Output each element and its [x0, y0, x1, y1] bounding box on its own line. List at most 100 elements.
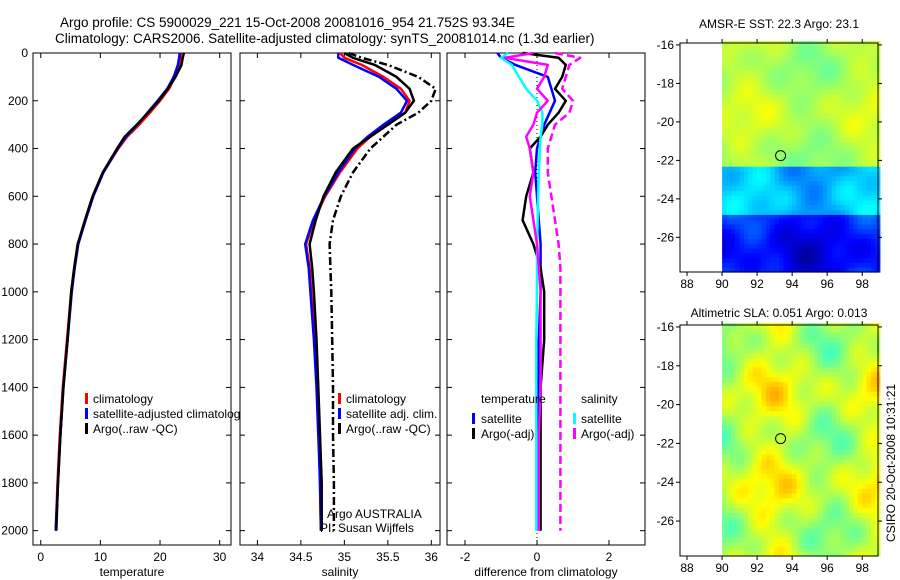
map-cell: [735, 257, 741, 263]
map-cell: [853, 512, 859, 518]
map-cell: [748, 391, 754, 397]
map-cell: [792, 137, 798, 143]
map-cell: [730, 425, 736, 431]
map-cell: [752, 103, 758, 109]
map-cell: [770, 166, 776, 172]
map-cell: [757, 103, 763, 109]
map-cell: [792, 262, 798, 268]
map-cell: [871, 415, 876, 421]
map-cell: [765, 410, 771, 416]
map-cell: [761, 439, 767, 445]
map-cell: [744, 337, 749, 344]
map-cell: [787, 425, 793, 431]
map-cell: [862, 209, 868, 215]
map-cell: [779, 361, 784, 368]
map-cell: [774, 541, 780, 547]
x-tick-label: -2: [460, 550, 471, 564]
map-cell: [744, 50, 749, 57]
map-cell: [827, 146, 833, 153]
map-cell: [835, 238, 841, 244]
y-tick-label: -16: [657, 320, 675, 334]
map-cell: [805, 142, 811, 148]
map-cell: [844, 546, 850, 552]
map-cell: [796, 327, 802, 334]
map-cell: [835, 391, 841, 397]
map-cell: [722, 219, 728, 225]
map-cell: [735, 361, 741, 368]
map-cell: [783, 252, 789, 259]
map-cell: [857, 546, 863, 552]
map-cell: [800, 478, 806, 484]
map-cell: [770, 238, 776, 244]
map-cell: [761, 410, 767, 416]
map-cell: [809, 142, 815, 148]
map-cell: [844, 118, 850, 124]
map-cell: [765, 204, 771, 210]
map-cell: [827, 342, 833, 348]
map-cell: [853, 386, 859, 392]
map-cell: [857, 127, 863, 134]
map-cell: [748, 449, 754, 455]
map-cell: [871, 204, 876, 210]
map-cell: [849, 502, 855, 509]
map-cell: [770, 185, 776, 191]
map-cell: [800, 127, 806, 134]
map-cell: [722, 352, 728, 358]
map-cell: [805, 252, 811, 259]
map-cell: [765, 238, 771, 244]
map-cell: [774, 536, 780, 543]
map-cell: [752, 439, 758, 445]
map-cell: [862, 171, 868, 177]
map-cell: [796, 366, 802, 373]
map-cell: [822, 522, 828, 528]
map-cell: [752, 228, 758, 235]
map-cell: [835, 507, 841, 513]
map-cell: [748, 434, 754, 441]
map-cell: [849, 347, 855, 353]
map-cell: [787, 347, 793, 353]
map-cell: [765, 214, 771, 220]
map-cell: [818, 439, 824, 445]
map-cell: [831, 243, 837, 249]
map-cell: [853, 98, 859, 105]
map-cell: [844, 108, 850, 114]
map-cell: [814, 228, 819, 235]
map-cell: [871, 332, 876, 339]
map-cell: [809, 391, 815, 397]
map-cell: [796, 247, 802, 254]
map-cell: [739, 151, 745, 158]
map-cell: [857, 429, 863, 436]
map-cell: [814, 180, 819, 186]
map-cell: [844, 180, 850, 186]
map-cell: [862, 323, 868, 329]
map-cell: [844, 531, 850, 538]
map-cell: [814, 252, 819, 259]
map-cell: [800, 74, 806, 81]
map-cell: [739, 395, 745, 402]
map-cell: [800, 113, 806, 119]
map-cell: [792, 223, 798, 230]
map-cell: [730, 497, 736, 504]
map-cell: [871, 113, 876, 119]
map-cell: [849, 429, 855, 436]
map-cell: [770, 439, 776, 445]
map-cell: [809, 458, 815, 465]
map-cell: [722, 146, 728, 153]
map-cell: [722, 522, 728, 528]
map-cell: [748, 546, 754, 552]
map-cell: [796, 214, 802, 220]
map-cell: [840, 347, 846, 353]
map-cell: [779, 118, 784, 124]
legend-label: satellite: [581, 412, 622, 426]
map-cell: [748, 526, 754, 533]
map-cell: [835, 541, 841, 547]
map-cell: [757, 439, 763, 445]
map-cell: [805, 357, 811, 363]
map-cell: [844, 204, 850, 210]
credit-argo-australia: Argo AUSTRALIA: [327, 507, 422, 521]
map-cell: [853, 400, 859, 407]
map-cell: [866, 243, 872, 249]
map-cell: [818, 185, 824, 191]
map-cell: [787, 156, 793, 162]
map-cell: [779, 342, 784, 348]
